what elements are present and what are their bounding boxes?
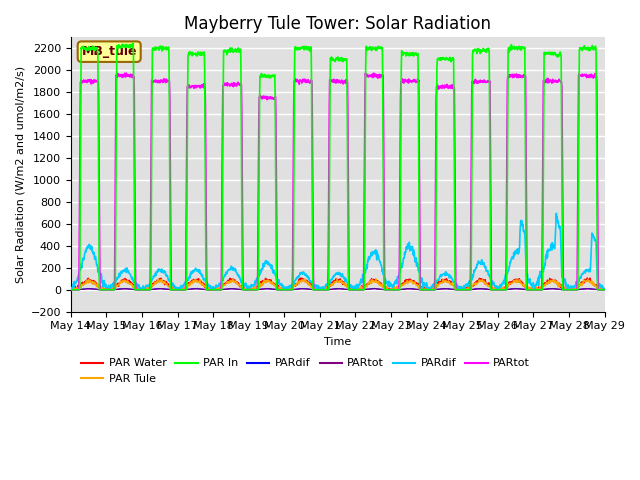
Title: Mayberry Tule Tower: Solar Radiation: Mayberry Tule Tower: Solar Radiation xyxy=(184,15,491,33)
Legend: PAR Water, PAR Tule, PAR In, PARdif, PARtot, PARdif, PARtot: PAR Water, PAR Tule, PAR In, PARdif, PAR… xyxy=(76,354,534,388)
Text: MB_tule: MB_tule xyxy=(81,45,137,58)
X-axis label: Time: Time xyxy=(324,337,351,347)
Y-axis label: Solar Radiation (W/m2 and umol/m2/s): Solar Radiation (W/m2 and umol/m2/s) xyxy=(15,66,25,283)
